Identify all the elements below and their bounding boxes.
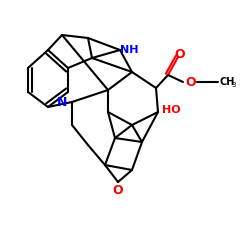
Text: CH: CH: [219, 77, 234, 87]
Text: 3: 3: [231, 82, 235, 88]
Text: HO: HO: [162, 105, 180, 115]
Text: NH: NH: [120, 45, 139, 55]
Text: O: O: [113, 184, 123, 196]
Text: O: O: [185, 76, 196, 88]
Text: O: O: [175, 48, 185, 60]
Text: N: N: [56, 96, 67, 108]
